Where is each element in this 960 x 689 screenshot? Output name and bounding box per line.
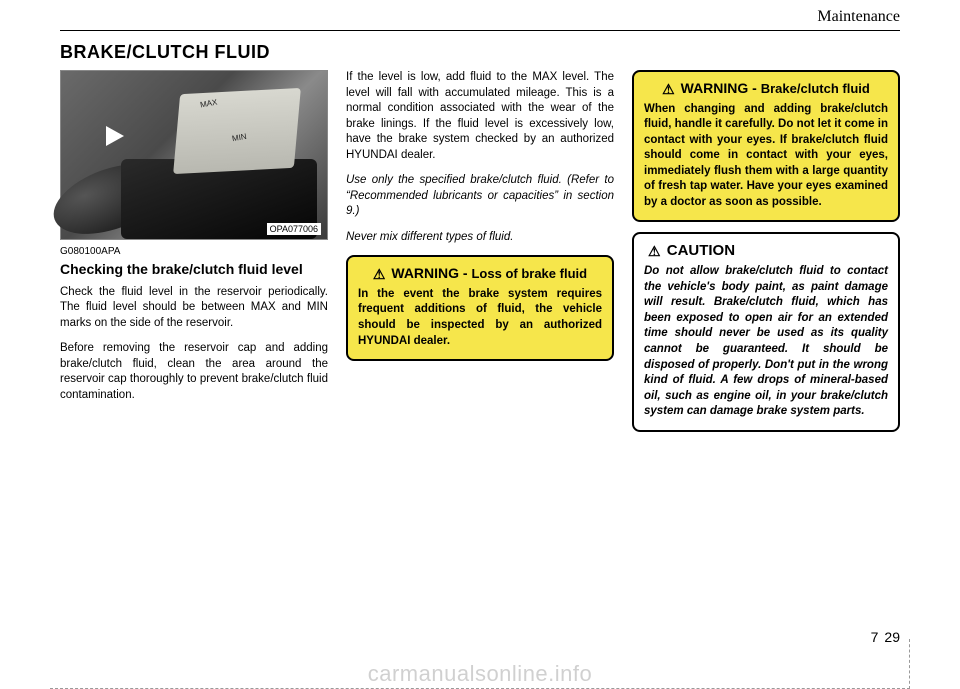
warning-triangle-icon: ⚠ — [373, 266, 386, 283]
warning-box-loss-of-brake-fluid: ⚠ WARNING - Loss of brake fluid In the e… — [346, 255, 614, 361]
caution-lead: CAUTION — [667, 242, 735, 259]
warning-box-brake-clutch-fluid: ⚠ WARNING - Brake/clutch fluid When chan… — [632, 70, 900, 222]
watermark: carmanualsonline.info — [368, 661, 593, 687]
col2-paragraph-2: Use only the specified brake/clutch flui… — [346, 173, 614, 220]
reservoir-photo: MAX MIN OPA077006 — [60, 70, 328, 240]
page-number-value: 29 — [884, 629, 900, 645]
warning2-subtitle: Brake/clutch fluid — [761, 81, 870, 96]
warning1-lead: WARNING - — [391, 265, 471, 281]
warning-triangle-icon: ⚠ — [662, 81, 675, 98]
col1-paragraph-1: Check the fluid level in the reservoir p… — [60, 285, 328, 332]
caution-title: ⚠ CAUTION — [644, 242, 888, 260]
photo-code: OPA077006 — [267, 223, 321, 235]
warning2-body: When changing and adding brake/clutch fl… — [644, 102, 888, 211]
subheading: Checking the brake/clutch fluid level — [60, 261, 328, 279]
warning2-lead: WARNING - — [681, 80, 761, 96]
crop-mark-side — [909, 639, 910, 689]
col2-paragraph-1: If the level is low, add fluid to the MA… — [346, 70, 614, 163]
caution-box: ⚠ CAUTION Do not allow brake/clutch flui… — [632, 232, 900, 431]
column-2: If the level is low, add fluid to the MA… — [346, 70, 614, 432]
column-3: ⚠ WARNING - Brake/clutch fluid When chan… — [632, 70, 900, 432]
column-1: MAX MIN OPA077006 G080100APA Checking th… — [60, 70, 328, 432]
photo-pointer-icon — [106, 126, 124, 146]
page-title: BRAKE/CLUTCH FLUID — [60, 42, 270, 63]
caution-body: Do not allow brake/clutch fluid to conta… — [644, 264, 888, 419]
photo-reservoir — [173, 88, 301, 174]
warning1-subtitle: Loss of brake fluid — [471, 266, 587, 281]
warning1-title: ⚠ WARNING - Loss of brake fluid — [358, 265, 602, 283]
page-number: 7 29 — [871, 629, 900, 645]
col2-paragraph-3: Never mix different types of fluid. — [346, 230, 614, 246]
col1-paragraph-2: Before removing the reservoir cap and ad… — [60, 341, 328, 403]
image-reference: G080100APA — [60, 246, 328, 257]
section-label: Maintenance — [817, 8, 900, 26]
warning2-title: ⚠ WARNING - Brake/clutch fluid — [644, 80, 888, 98]
header-rule — [60, 30, 900, 31]
chapter-number: 7 — [871, 629, 879, 645]
caution-triangle-icon: ⚠ — [648, 243, 661, 260]
warning1-body: In the event the brake system requires f… — [358, 287, 602, 349]
